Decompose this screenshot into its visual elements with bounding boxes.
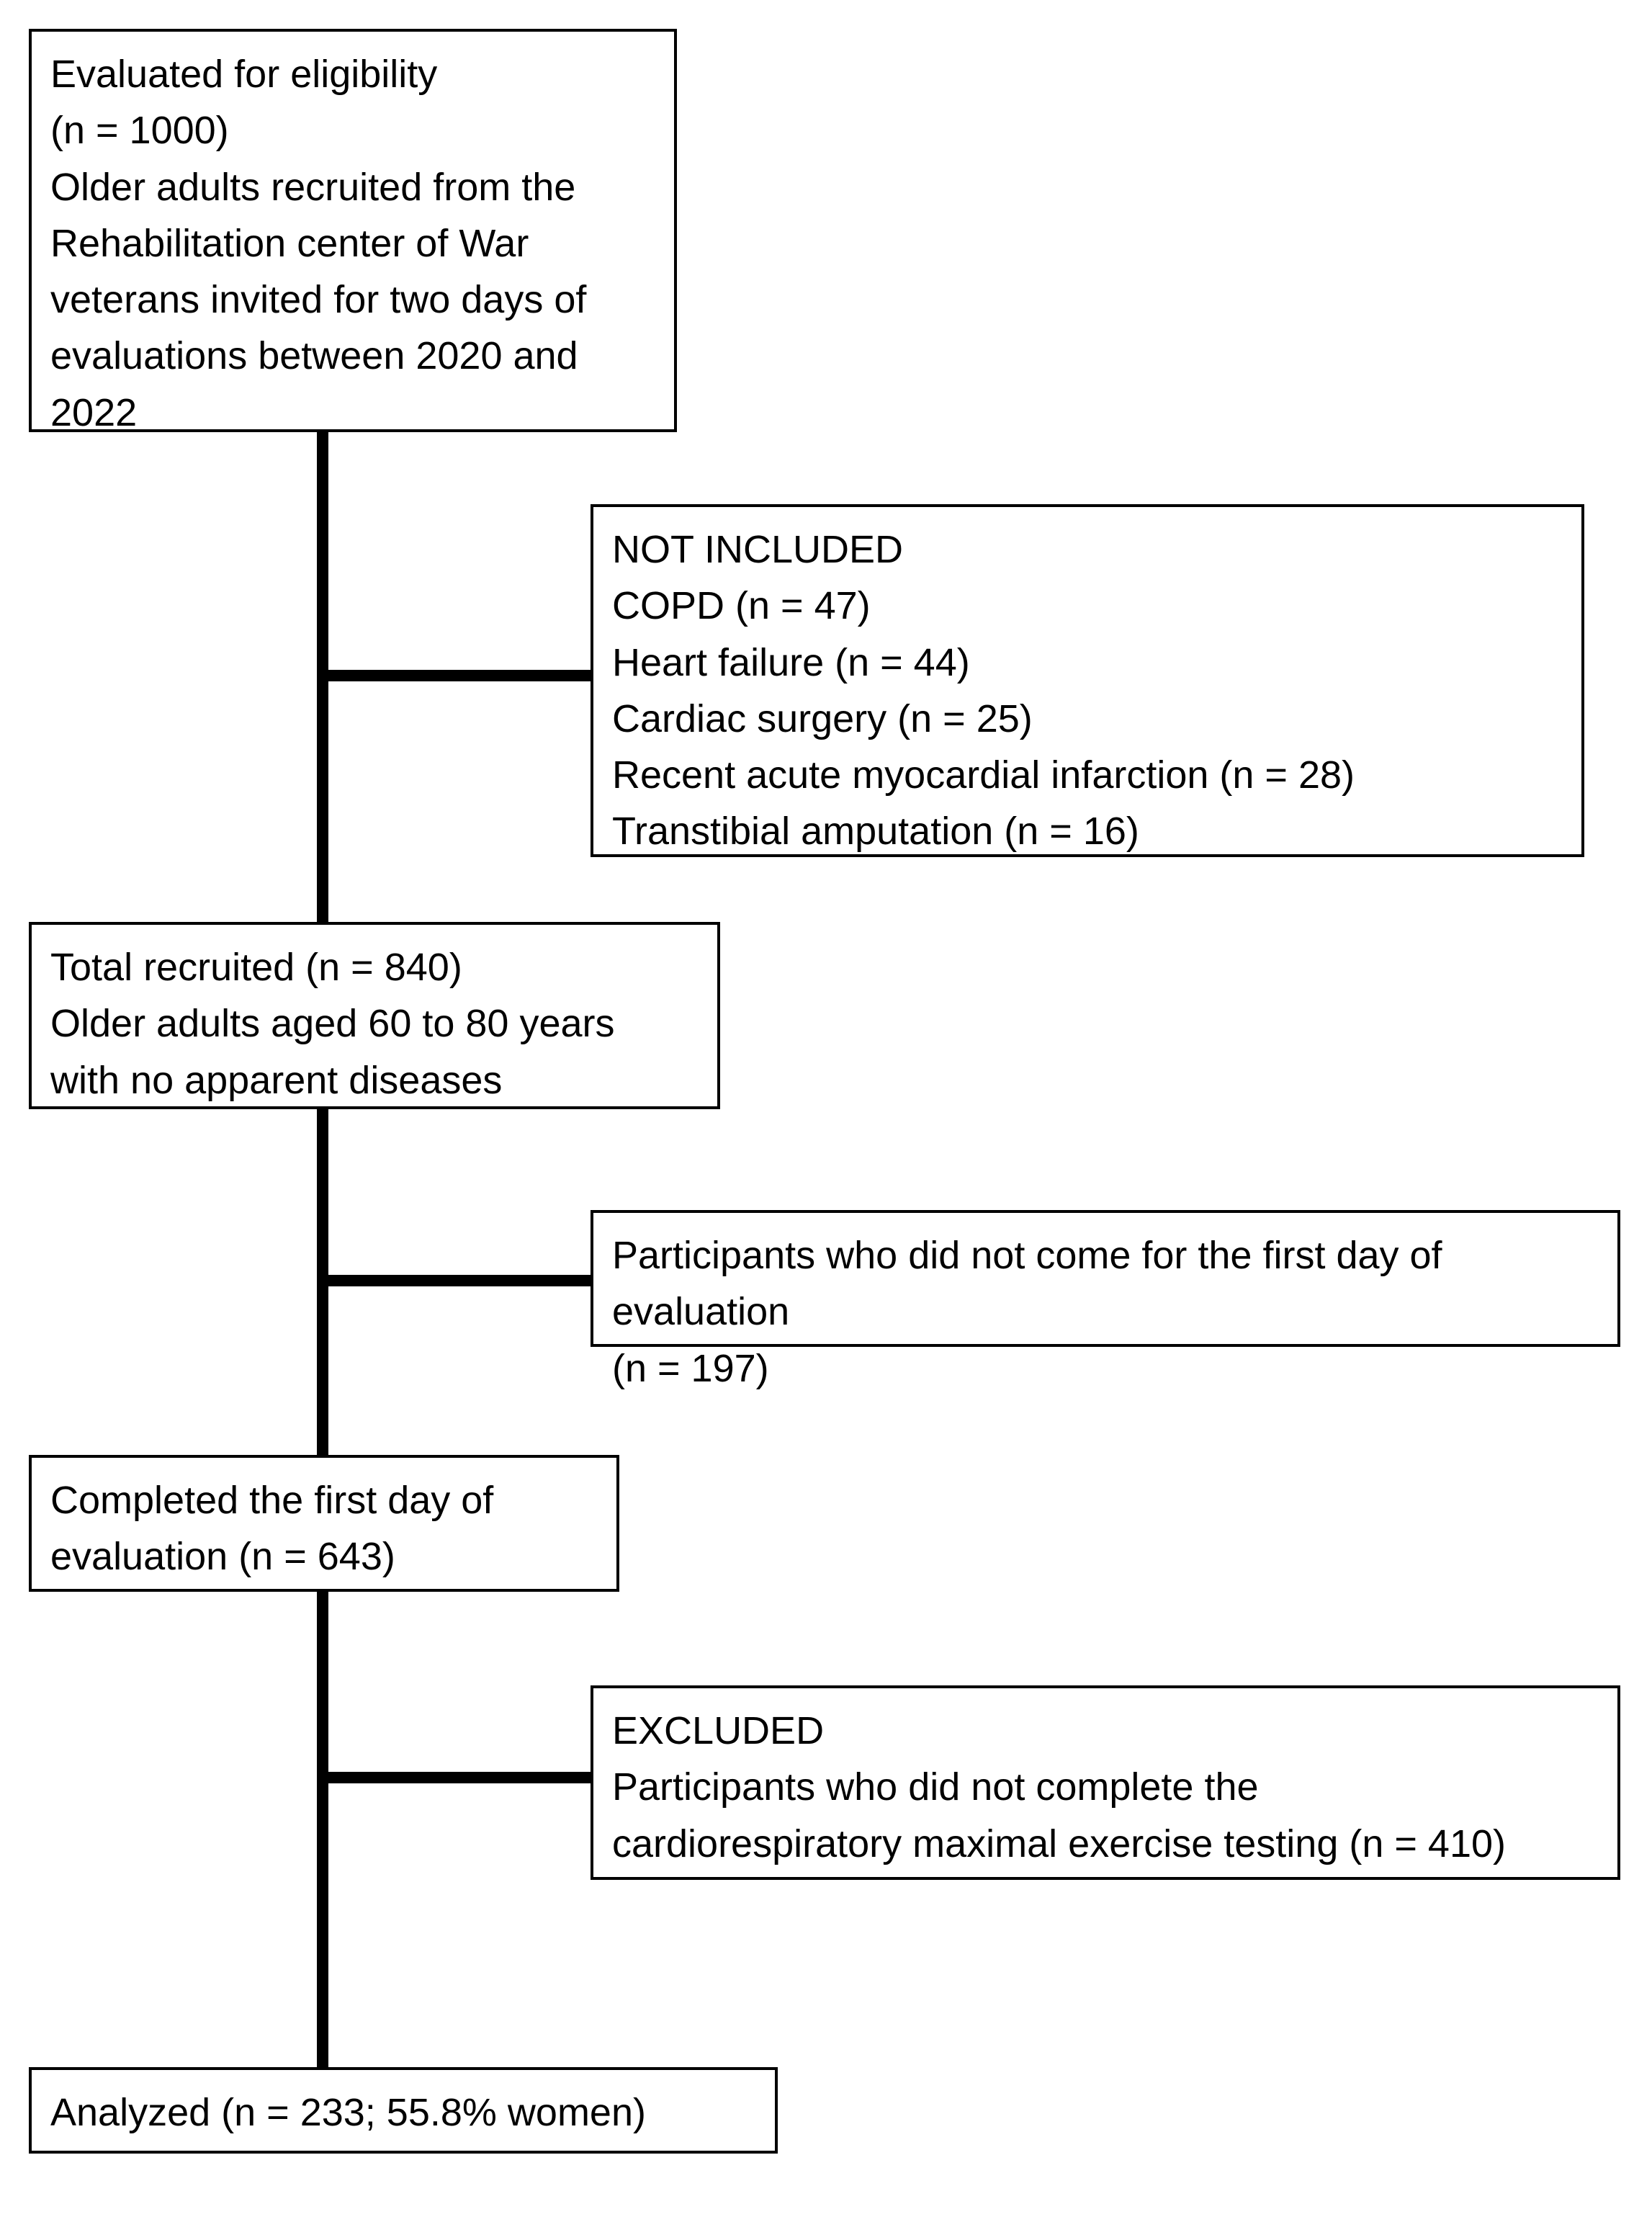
flowchart-node-eligibility: Evaluated for eligibility(n = 1000)Older… bbox=[29, 29, 677, 432]
node-text-line: (n = 197) bbox=[612, 1340, 1599, 1397]
flowchart-node-excluded: EXCLUDEDParticipants who did not complet… bbox=[591, 1685, 1620, 1880]
connector-3 bbox=[323, 1275, 593, 1286]
node-text-line: Older adults recruited from the bbox=[50, 159, 655, 215]
flowchart-node-analyzed: Analyzed (n = 233; 55.8% women) bbox=[29, 2067, 778, 2154]
node-text-line: Evaluated for eligibility bbox=[50, 46, 655, 102]
node-text-line: NOT INCLUDED bbox=[612, 521, 1563, 578]
node-text-line: COPD (n = 47) bbox=[612, 578, 1563, 634]
node-text-line: Total recruited (n = 840) bbox=[50, 939, 699, 995]
connector-1 bbox=[323, 670, 593, 681]
flowchart-node-not-included: NOT INCLUDEDCOPD (n = 47)Heart failure (… bbox=[591, 504, 1584, 857]
node-text-line: cardiorespiratory maximal exercise testi… bbox=[612, 1816, 1599, 1872]
node-text-line: Analyzed (n = 233; 55.8% women) bbox=[50, 2084, 756, 2141]
node-text-line: evaluations between 2020 and bbox=[50, 328, 655, 384]
node-text-line: Older adults aged 60 to 80 years bbox=[50, 995, 699, 1052]
node-text-line: EXCLUDED bbox=[612, 1703, 1599, 1759]
connector-5 bbox=[323, 1772, 593, 1783]
node-text-line: 2022 bbox=[50, 385, 655, 441]
node-text-line: (n = 1000) bbox=[50, 102, 655, 158]
node-text-line: Participants who did not come for the fi… bbox=[612, 1227, 1599, 1340]
node-text-line: evaluation (n = 643) bbox=[50, 1528, 598, 1585]
node-text-line: Transtibial amputation (n = 16) bbox=[612, 803, 1563, 859]
node-text-line: Recent acute myocardial infarction (n = … bbox=[612, 747, 1563, 803]
node-text-line: Rehabilitation center of War bbox=[50, 215, 655, 272]
node-text-line: Completed the first day of bbox=[50, 1472, 598, 1528]
connector-4 bbox=[317, 1592, 328, 2067]
node-text-line: Cardiac surgery (n = 25) bbox=[612, 691, 1563, 747]
flowchart-node-recruited: Total recruited (n = 840)Older adults ag… bbox=[29, 922, 720, 1109]
node-text-line: Participants who did not complete the bbox=[612, 1759, 1599, 1815]
node-text-line: Heart failure (n = 44) bbox=[612, 635, 1563, 691]
flowchart-node-no-show: Participants who did not come for the fi… bbox=[591, 1210, 1620, 1347]
node-text-line: veterans invited for two days of bbox=[50, 272, 655, 328]
node-text-line: with no apparent diseases bbox=[50, 1052, 699, 1108]
flowchart-node-completed-day1: Completed the first day ofevaluation (n … bbox=[29, 1455, 619, 1592]
